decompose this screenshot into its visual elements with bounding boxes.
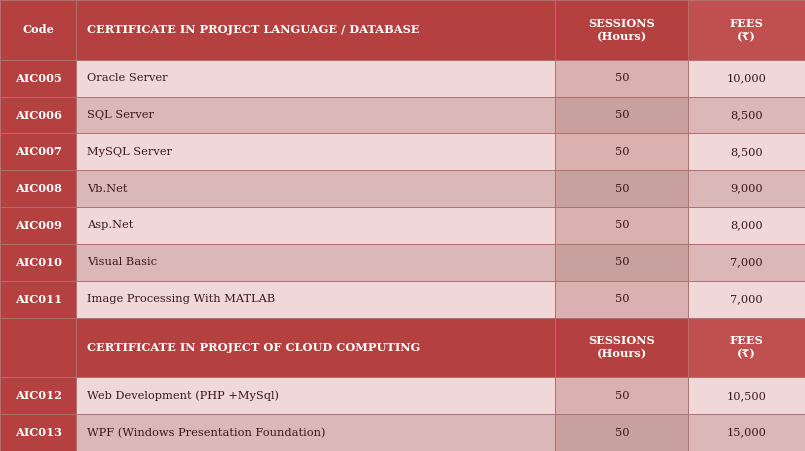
Text: 9,000: 9,000 bbox=[730, 184, 763, 193]
Text: AIC013: AIC013 bbox=[14, 427, 62, 438]
Bar bbox=[688, 377, 805, 414]
Text: WPF (Windows Presentation Foundation): WPF (Windows Presentation Foundation) bbox=[87, 428, 325, 438]
Bar bbox=[0, 244, 76, 281]
Bar bbox=[555, 133, 688, 170]
Bar bbox=[688, 281, 805, 318]
Text: SQL Server: SQL Server bbox=[87, 110, 154, 120]
Bar bbox=[76, 97, 555, 133]
Bar bbox=[0, 97, 76, 133]
Text: 50: 50 bbox=[614, 428, 630, 437]
Bar bbox=[555, 377, 688, 414]
Text: AIC007: AIC007 bbox=[14, 147, 62, 157]
Bar bbox=[555, 207, 688, 244]
Text: 7,000: 7,000 bbox=[730, 258, 763, 267]
Text: 10,500: 10,500 bbox=[727, 391, 766, 401]
Bar bbox=[688, 60, 805, 97]
Bar bbox=[76, 414, 555, 451]
Bar bbox=[0, 207, 76, 244]
Bar bbox=[76, 244, 555, 281]
Bar bbox=[76, 0, 555, 60]
Bar bbox=[688, 0, 805, 60]
Text: 50: 50 bbox=[614, 294, 630, 304]
Bar bbox=[555, 0, 688, 60]
Text: Asp.Net: Asp.Net bbox=[87, 221, 134, 230]
Text: Visual Basic: Visual Basic bbox=[87, 258, 157, 267]
Text: SESSIONS
(Hours): SESSIONS (Hours) bbox=[588, 336, 655, 359]
Text: FEES
(₹): FEES (₹) bbox=[730, 336, 763, 359]
Text: AIC010: AIC010 bbox=[14, 257, 62, 268]
Text: Image Processing With MATLAB: Image Processing With MATLAB bbox=[87, 294, 275, 304]
Text: SESSIONS
(Hours): SESSIONS (Hours) bbox=[588, 18, 655, 42]
Bar bbox=[555, 281, 688, 318]
Text: 8,500: 8,500 bbox=[730, 110, 763, 120]
Bar bbox=[0, 133, 76, 170]
Text: 50: 50 bbox=[614, 147, 630, 157]
Bar bbox=[555, 97, 688, 133]
Text: 50: 50 bbox=[614, 258, 630, 267]
Text: Vb.Net: Vb.Net bbox=[87, 184, 127, 193]
Text: Code: Code bbox=[23, 24, 54, 36]
Bar bbox=[76, 207, 555, 244]
Text: 8,500: 8,500 bbox=[730, 147, 763, 157]
Text: AIC011: AIC011 bbox=[14, 294, 62, 304]
Text: 7,000: 7,000 bbox=[730, 294, 763, 304]
Text: AIC008: AIC008 bbox=[14, 183, 62, 194]
Bar bbox=[688, 133, 805, 170]
Bar bbox=[76, 377, 555, 414]
Text: 50: 50 bbox=[614, 221, 630, 230]
Text: AIC005: AIC005 bbox=[14, 73, 62, 84]
Bar bbox=[76, 60, 555, 97]
Text: AIC012: AIC012 bbox=[14, 390, 62, 401]
Bar bbox=[0, 0, 76, 60]
Bar bbox=[0, 60, 76, 97]
Bar bbox=[688, 318, 805, 377]
Bar bbox=[555, 170, 688, 207]
Text: 50: 50 bbox=[614, 184, 630, 193]
Text: AIC006: AIC006 bbox=[14, 110, 62, 120]
Text: FEES
(₹): FEES (₹) bbox=[730, 18, 763, 42]
Bar bbox=[555, 60, 688, 97]
Text: 8,000: 8,000 bbox=[730, 221, 763, 230]
Text: 15,000: 15,000 bbox=[727, 428, 766, 437]
Bar bbox=[555, 414, 688, 451]
Bar bbox=[0, 414, 76, 451]
Bar bbox=[688, 414, 805, 451]
Bar bbox=[0, 318, 76, 377]
Text: Oracle Server: Oracle Server bbox=[87, 73, 167, 83]
Bar bbox=[76, 281, 555, 318]
Bar bbox=[555, 318, 688, 377]
Bar bbox=[0, 281, 76, 318]
Text: CERTIFICATE IN PROJECT OF CLOUD COMPUTING: CERTIFICATE IN PROJECT OF CLOUD COMPUTIN… bbox=[87, 342, 420, 353]
Bar bbox=[555, 244, 688, 281]
Text: AIC009: AIC009 bbox=[14, 220, 62, 231]
Text: 10,000: 10,000 bbox=[727, 73, 766, 83]
Text: Web Development (PHP +MySql): Web Development (PHP +MySql) bbox=[87, 391, 279, 401]
Bar bbox=[688, 244, 805, 281]
Bar bbox=[76, 170, 555, 207]
Bar bbox=[76, 318, 555, 377]
Bar bbox=[0, 377, 76, 414]
Text: 50: 50 bbox=[614, 391, 630, 401]
Bar bbox=[76, 133, 555, 170]
Bar bbox=[688, 97, 805, 133]
Text: CERTIFICATE IN PROJECT LANGUAGE / DATABASE: CERTIFICATE IN PROJECT LANGUAGE / DATABA… bbox=[87, 24, 419, 36]
Bar bbox=[0, 170, 76, 207]
Text: MySQL Server: MySQL Server bbox=[87, 147, 172, 157]
Text: 50: 50 bbox=[614, 110, 630, 120]
Bar bbox=[688, 207, 805, 244]
Bar bbox=[688, 170, 805, 207]
Text: 50: 50 bbox=[614, 73, 630, 83]
